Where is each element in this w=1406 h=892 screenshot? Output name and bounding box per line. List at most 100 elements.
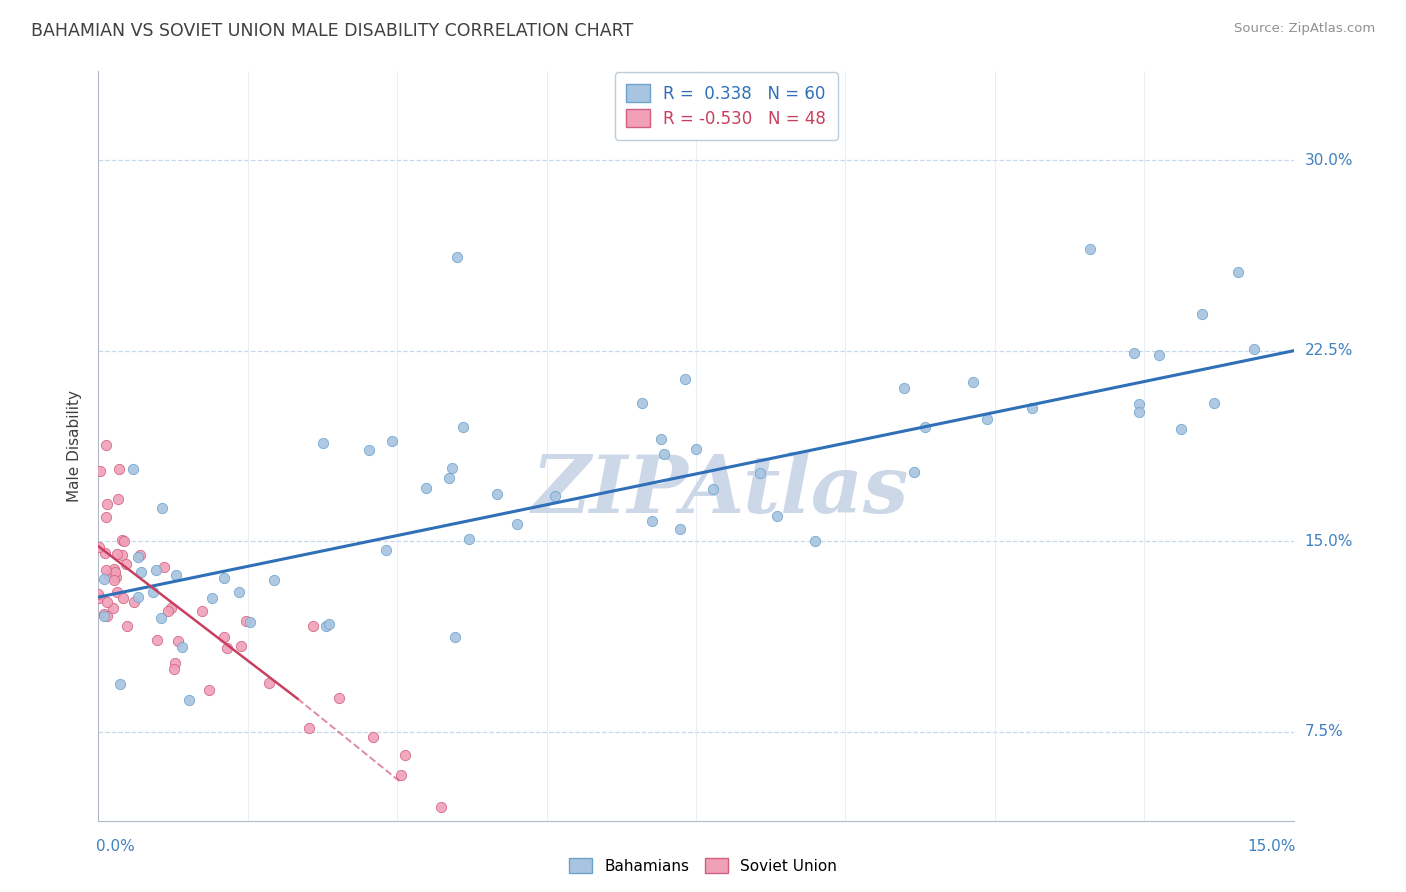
Text: 0.0%: 0.0% bbox=[96, 839, 135, 855]
Point bbox=[1128, 397, 1150, 411]
Point bbox=[145, 563, 167, 577]
Point bbox=[93, 607, 115, 622]
Point bbox=[177, 692, 200, 706]
Point bbox=[486, 487, 509, 501]
Point bbox=[162, 662, 184, 676]
Point bbox=[103, 573, 125, 587]
Point bbox=[127, 550, 149, 565]
Point bbox=[87, 540, 110, 554]
Point bbox=[146, 633, 169, 648]
Text: 22.5%: 22.5% bbox=[1305, 343, 1353, 359]
Point bbox=[122, 461, 145, 475]
Point bbox=[107, 491, 129, 506]
Point bbox=[430, 799, 453, 814]
Point bbox=[127, 591, 149, 605]
Point bbox=[235, 614, 257, 628]
Legend: Bahamians, Soviet Union: Bahamians, Soviet Union bbox=[564, 852, 842, 880]
Point bbox=[141, 585, 163, 599]
Point bbox=[506, 517, 529, 532]
Y-axis label: Male Disability: Male Disability bbox=[67, 390, 83, 502]
Point bbox=[439, 471, 461, 485]
Point bbox=[198, 683, 221, 698]
Point bbox=[263, 573, 285, 587]
Point bbox=[93, 546, 115, 560]
Point bbox=[315, 619, 337, 633]
Text: 30.0%: 30.0% bbox=[1305, 153, 1353, 168]
Point bbox=[443, 630, 465, 644]
Point bbox=[702, 483, 724, 497]
Point bbox=[89, 591, 111, 605]
Point bbox=[298, 721, 321, 735]
Point bbox=[1123, 345, 1146, 359]
Point bbox=[328, 690, 350, 705]
Point bbox=[650, 432, 672, 446]
Point bbox=[152, 501, 174, 516]
Point bbox=[451, 419, 474, 434]
Point bbox=[1021, 401, 1043, 416]
Point bbox=[389, 768, 412, 782]
Point bbox=[652, 447, 675, 461]
Point bbox=[115, 618, 138, 632]
Point bbox=[1202, 396, 1225, 410]
Point bbox=[1243, 342, 1265, 356]
Point bbox=[165, 567, 187, 582]
Point bbox=[375, 543, 398, 558]
Point bbox=[165, 656, 187, 670]
Point bbox=[669, 522, 692, 536]
Point bbox=[94, 510, 117, 524]
Point bbox=[129, 548, 152, 562]
Point bbox=[131, 566, 153, 580]
Point bbox=[1080, 242, 1102, 256]
Point bbox=[685, 442, 707, 456]
Text: 15.0%: 15.0% bbox=[1305, 533, 1353, 549]
Point bbox=[1147, 348, 1170, 362]
Point bbox=[93, 608, 115, 623]
Point bbox=[312, 436, 335, 450]
Point bbox=[111, 548, 134, 562]
Point bbox=[103, 562, 125, 576]
Point bbox=[124, 595, 146, 609]
Point bbox=[239, 615, 262, 630]
Point bbox=[976, 411, 998, 425]
Point bbox=[359, 442, 381, 457]
Point bbox=[156, 603, 179, 617]
Point bbox=[167, 633, 190, 648]
Point bbox=[1226, 265, 1249, 279]
Point bbox=[108, 462, 131, 476]
Point bbox=[160, 601, 183, 615]
Point bbox=[96, 564, 118, 578]
Point bbox=[804, 533, 827, 548]
Point bbox=[153, 560, 176, 574]
Point bbox=[259, 676, 281, 690]
Text: ZIPAtlas: ZIPAtlas bbox=[531, 452, 908, 530]
Point bbox=[98, 568, 121, 582]
Text: 7.5%: 7.5% bbox=[1305, 724, 1343, 739]
Point bbox=[105, 547, 128, 561]
Point bbox=[457, 532, 479, 546]
Point bbox=[212, 570, 235, 584]
Point bbox=[105, 584, 128, 599]
Point bbox=[903, 465, 925, 479]
Point bbox=[212, 630, 235, 644]
Point bbox=[749, 466, 772, 480]
Point bbox=[640, 514, 662, 528]
Point bbox=[228, 584, 250, 599]
Text: Source: ZipAtlas.com: Source: ZipAtlas.com bbox=[1234, 22, 1375, 36]
Point bbox=[190, 604, 212, 618]
Point bbox=[201, 591, 224, 605]
Point bbox=[108, 677, 131, 691]
Point bbox=[215, 640, 238, 655]
Point bbox=[1170, 422, 1192, 436]
Point bbox=[115, 557, 138, 571]
Point bbox=[93, 572, 115, 586]
Point bbox=[302, 619, 325, 633]
Point bbox=[112, 533, 135, 548]
Point bbox=[544, 489, 567, 503]
Point bbox=[87, 587, 110, 601]
Point bbox=[101, 601, 124, 615]
Point bbox=[96, 609, 118, 624]
Point bbox=[1128, 405, 1150, 419]
Point bbox=[893, 381, 915, 395]
Point bbox=[318, 617, 340, 632]
Point bbox=[104, 565, 127, 579]
